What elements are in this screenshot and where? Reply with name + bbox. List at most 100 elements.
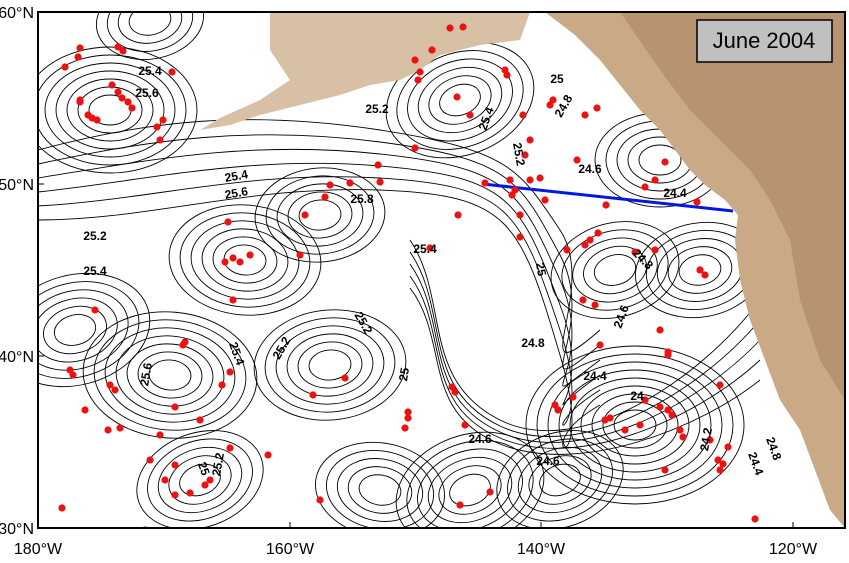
station-dot <box>453 93 461 101</box>
contour-line <box>539 463 581 497</box>
station-dot <box>541 196 549 204</box>
station-dot <box>454 211 462 219</box>
station-dot <box>124 98 132 106</box>
contour-label: 25.4 <box>413 242 437 256</box>
station-dot <box>461 421 469 429</box>
contour-line <box>572 237 658 303</box>
station-dot <box>74 53 82 61</box>
contour-line <box>253 309 407 421</box>
station-dot <box>76 98 84 106</box>
contour-label: 25.2 <box>209 451 227 477</box>
contour-label: 24.4 <box>663 186 687 200</box>
station-dot <box>586 236 594 244</box>
contour-line <box>517 446 603 514</box>
contour-line <box>117 12 183 44</box>
station-dot <box>229 296 237 304</box>
contour-line <box>147 438 253 522</box>
station-dot <box>621 426 629 434</box>
station-dot <box>563 246 571 254</box>
contour-line <box>286 333 374 397</box>
station-dot <box>116 424 124 432</box>
station-dot <box>196 416 204 424</box>
station-dot <box>104 426 112 434</box>
contour-line <box>428 75 492 125</box>
contour-line <box>43 305 107 355</box>
contour-line <box>190 220 300 300</box>
alaska-land <box>200 12 530 130</box>
station-dot <box>411 144 419 152</box>
contour-line <box>298 199 342 231</box>
contour-line <box>678 254 722 286</box>
lon-label: 180°W <box>14 541 63 558</box>
station-dot <box>536 174 544 182</box>
contour-label: 24.2 <box>697 426 715 452</box>
contour-line <box>547 361 723 489</box>
station-dot <box>414 76 422 84</box>
contour-line <box>264 317 396 413</box>
station-dot <box>376 178 384 186</box>
contour-line <box>136 430 264 528</box>
contour-line <box>667 246 733 294</box>
station-dot <box>201 481 209 489</box>
lat-label: 60°N <box>0 5 34 22</box>
contour-label: 25 <box>195 460 213 478</box>
station-dot <box>656 403 664 411</box>
station-dot <box>668 411 676 419</box>
station-dot <box>69 371 77 379</box>
contour-label: 24 <box>630 389 644 403</box>
contour-label: 25 <box>550 72 564 86</box>
station-dot <box>206 476 214 484</box>
station-dot <box>309 391 317 399</box>
contour-line <box>128 12 172 36</box>
contour-line <box>336 458 424 522</box>
contour-label: 25.2 <box>510 142 528 168</box>
station-dot <box>591 301 599 309</box>
contour-line <box>407 58 513 142</box>
station-dot <box>404 408 412 416</box>
contour-label: 24.4 <box>583 369 607 383</box>
contour-label: 25.4 <box>138 64 162 78</box>
contour-label: 25.6 <box>137 361 155 387</box>
transect-line <box>482 182 734 213</box>
station-dot <box>114 88 122 96</box>
station-dot <box>701 271 709 279</box>
contour-line <box>583 245 647 295</box>
contour-line <box>179 463 221 497</box>
contour-label: 25.4 <box>83 264 107 278</box>
station-dot <box>581 111 589 119</box>
contour-line <box>168 455 232 505</box>
station-dot <box>341 374 349 382</box>
station-dot <box>516 233 524 241</box>
contour-line <box>613 409 657 441</box>
contour-line <box>223 244 267 276</box>
lon-label: 120°W <box>769 541 818 558</box>
station-dot <box>481 179 489 187</box>
station-dot <box>664 406 672 414</box>
contour-label: 24.6 <box>536 454 560 468</box>
station-dot <box>579 296 587 304</box>
contour-line <box>558 369 712 481</box>
station-dot <box>161 476 169 484</box>
station-dot <box>569 393 577 401</box>
station-dot <box>526 136 534 144</box>
contour-line <box>38 54 187 166</box>
station-dot <box>693 198 701 206</box>
station-dot <box>301 211 309 219</box>
contour-label: 24.8 <box>521 336 545 350</box>
station-dot <box>716 466 724 474</box>
contour-line <box>297 341 363 389</box>
station-dot <box>119 47 127 55</box>
contour-line <box>254 167 386 263</box>
contour-line <box>265 175 375 255</box>
station-dot <box>221 258 229 266</box>
station-dot <box>156 431 164 439</box>
contour-label: 25.2 <box>83 229 107 243</box>
station-dot <box>224 218 232 226</box>
contour-line <box>275 325 385 405</box>
contour-line <box>528 455 592 505</box>
contour-line <box>201 228 289 292</box>
station-dot <box>428 46 436 54</box>
station-dot <box>226 444 234 452</box>
station-dot <box>714 456 722 464</box>
